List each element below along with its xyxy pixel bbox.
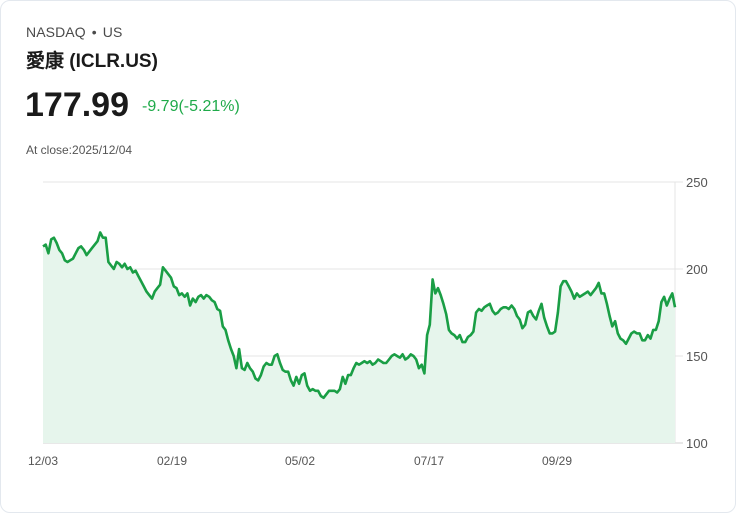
- y-tick-label: 250: [686, 175, 708, 190]
- y-axis: 250 200 150 100: [686, 175, 708, 451]
- y-tick-label: 150: [686, 349, 708, 364]
- stock-price: 177.99: [25, 86, 129, 124]
- market-name: US: [102, 24, 123, 40]
- x-tick-label: 12/03: [28, 454, 58, 468]
- price-chart[interactable]: 250 200 150 100 12/03 02/19 05/02 07/17 09/29: [0, 170, 736, 480]
- stock-name: 愛康 (ICLR.US): [26, 51, 158, 72]
- y-tick-label: 100: [686, 436, 708, 451]
- exchange-name: NASDAQ: [26, 24, 86, 40]
- separator-dot: •: [91, 24, 97, 40]
- x-tick-label: 09/29: [542, 454, 572, 468]
- x-tick-label: 05/02: [285, 454, 315, 468]
- price-change: -9.79(-5.21%): [142, 98, 240, 115]
- price-line[interactable]: [42, 231, 677, 400]
- exchange-line: NASDAQ • US: [26, 24, 122, 40]
- close-date: At close:2025/12/04: [26, 143, 133, 157]
- y-tick-label: 200: [686, 262, 708, 277]
- price-area-fill: [43, 232, 675, 443]
- x-axis: 12/03 02/19 05/02 07/17 09/29: [28, 454, 572, 468]
- x-tick-label: 07/17: [414, 454, 444, 468]
- x-tick-label: 02/19: [157, 454, 187, 468]
